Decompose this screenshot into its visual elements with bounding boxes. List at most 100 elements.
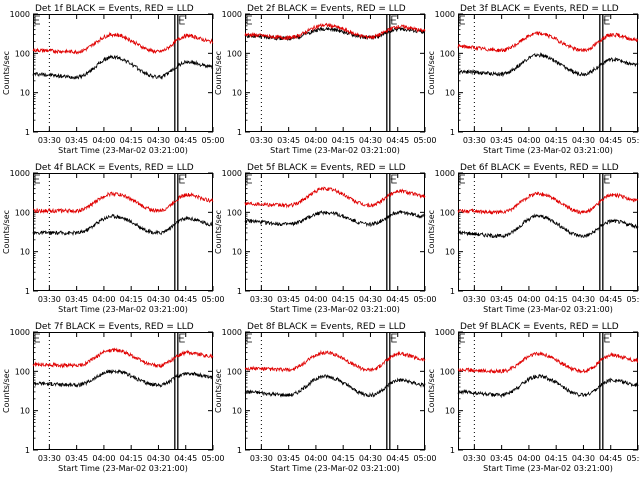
x-tick-label: 04:45 bbox=[386, 136, 409, 145]
plot-frame bbox=[33, 332, 213, 450]
x-tick-label: 04:30 bbox=[147, 295, 170, 304]
x-tick-label: 05:00 bbox=[626, 136, 640, 145]
y-tick-label: 1 bbox=[25, 287, 30, 296]
bracket-mark bbox=[246, 174, 252, 184]
lld-series-line bbox=[32, 31, 214, 55]
panel-plot: Det 7f BLACK = Events, RED = LLD 1 10 100 10… bbox=[2, 322, 225, 473]
x-tick-label: 05:00 bbox=[626, 295, 640, 304]
panel-title: Det 4f BLACK = Events, RED = LLD bbox=[35, 163, 194, 173]
x-tick-label: 04:45 bbox=[174, 136, 197, 145]
lld-series-line bbox=[457, 30, 639, 53]
x-tick-label: 03:30 bbox=[463, 295, 486, 304]
panel-plot: Det 6f BLACK = Events, RED = LLD 1 10 100 10… bbox=[427, 163, 640, 314]
x-axis-label: Start Time (23-Mar-02 03:21:00) bbox=[483, 464, 613, 473]
x-tick-label: 04:00 bbox=[517, 295, 540, 304]
detector-panel-2: Det 2f BLACK = Events, RED = LLD 1 10 100 10… bbox=[214, 4, 437, 155]
x-tick-label: 03:30 bbox=[250, 295, 273, 304]
x-tick-label: 03:45 bbox=[490, 454, 513, 463]
x-tick-label: 04:00 bbox=[92, 295, 115, 304]
y-tick-label: 10 bbox=[20, 407, 30, 416]
panel-title: Det 9f BLACK = Events, RED = LLD bbox=[460, 322, 619, 332]
lld-series-line bbox=[244, 349, 426, 373]
x-axis-label: Start Time (23-Mar-02 03:21:00) bbox=[270, 146, 400, 155]
x-tick-label: 04:00 bbox=[92, 454, 115, 463]
y-tick-label: 10 bbox=[445, 248, 455, 257]
detector-panel-4: Det 4f BLACK = Events, RED = LLD 1 10 100 10… bbox=[2, 163, 225, 314]
y-tick-label: 10 bbox=[232, 248, 242, 257]
y-tick-label: 1 bbox=[450, 128, 455, 137]
x-tick-label: 03:45 bbox=[65, 136, 88, 145]
detector-panel-5: Det 5f BLACK = Events, RED = LLD 1 10 100 10… bbox=[214, 163, 437, 314]
x-tick-label: 04:15 bbox=[545, 136, 568, 145]
events-series-line bbox=[33, 369, 213, 388]
detector-panel-6: Det 6f BLACK = Events, RED = LLD 1 10 100 10… bbox=[427, 163, 640, 314]
x-tick-label: 03:30 bbox=[250, 454, 273, 463]
x-tick-label: 04:45 bbox=[599, 454, 622, 463]
y-tick-label: 100 bbox=[440, 49, 455, 58]
x-tick-label: 04:30 bbox=[359, 136, 382, 145]
bracket-mark bbox=[178, 333, 185, 343]
y-tick-label: 100 bbox=[227, 367, 242, 376]
events-series-line bbox=[457, 52, 639, 78]
events-series-line bbox=[244, 209, 426, 228]
lld-series-line bbox=[244, 22, 426, 41]
x-axis-label: Start Time (23-Mar-02 03:21:00) bbox=[58, 305, 188, 314]
x-tick-label: 03:30 bbox=[463, 136, 486, 145]
plot-frame bbox=[458, 332, 638, 450]
y-tick-label: 1000 bbox=[222, 328, 242, 337]
x-tick-label: 03:45 bbox=[277, 295, 300, 304]
x-tick-label: 05:00 bbox=[201, 136, 224, 145]
panel-plot: Det 1f BLACK = Events, RED = LLD 1 10 100 10… bbox=[2, 4, 225, 155]
x-tick-label: 04:15 bbox=[332, 136, 355, 145]
x-tick-label: 05:00 bbox=[413, 136, 436, 145]
x-axis-label: Start Time (23-Mar-02 03:21:00) bbox=[483, 146, 613, 155]
x-tick-label: 04:15 bbox=[120, 454, 143, 463]
y-tick-label: 1 bbox=[450, 446, 455, 455]
x-tick-label: 03:45 bbox=[65, 295, 88, 304]
plot-frame bbox=[33, 14, 213, 132]
y-axis-label: Counts/sec bbox=[427, 51, 436, 95]
lld-series-line bbox=[244, 186, 426, 209]
plot-frame bbox=[33, 173, 213, 291]
x-tick-label: 03:30 bbox=[250, 136, 273, 145]
detector-panel-1: Det 1f BLACK = Events, RED = LLD 1 10 100 10… bbox=[2, 4, 225, 155]
x-tick-label: 04:15 bbox=[332, 454, 355, 463]
lld-series-line bbox=[32, 347, 214, 369]
x-axis-label: Start Time (23-Mar-02 03:21:00) bbox=[483, 305, 613, 314]
plot-frame bbox=[245, 173, 425, 291]
x-tick-label: 04:45 bbox=[599, 136, 622, 145]
x-tick-label: 04:15 bbox=[545, 295, 568, 304]
x-tick-label: 04:45 bbox=[386, 295, 409, 304]
plot-frame bbox=[245, 14, 425, 132]
x-tick-label: 05:00 bbox=[626, 454, 640, 463]
y-axis-label: Counts/sec bbox=[2, 369, 11, 413]
x-tick-label: 04:45 bbox=[174, 454, 197, 463]
y-axis-label: Counts/sec bbox=[214, 51, 223, 95]
panel-plot: Det 2f BLACK = Events, RED = LLD 1 10 100 10… bbox=[214, 4, 437, 155]
panel-title: Det 8f BLACK = Events, RED = LLD bbox=[247, 322, 406, 332]
bracket-mark bbox=[459, 15, 465, 25]
x-tick-label: 03:45 bbox=[490, 136, 513, 145]
y-tick-label: 1 bbox=[25, 446, 30, 455]
panel-plot: Det 4f BLACK = Events, RED = LLD 1 10 100 10… bbox=[2, 163, 225, 314]
x-tick-label: 04:30 bbox=[359, 454, 382, 463]
y-tick-label: 1000 bbox=[435, 10, 455, 19]
lld-series-line bbox=[457, 191, 639, 215]
bracket-mark bbox=[603, 333, 610, 343]
y-tick-label: 1 bbox=[25, 128, 30, 137]
x-tick-label: 05:00 bbox=[413, 295, 436, 304]
y-tick-label: 100 bbox=[440, 367, 455, 376]
panel-title: Det 7f BLACK = Events, RED = LLD bbox=[35, 322, 194, 332]
y-tick-label: 10 bbox=[445, 89, 455, 98]
bracket-mark bbox=[34, 333, 40, 343]
y-axis-label: Counts/sec bbox=[427, 369, 436, 413]
x-tick-label: 03:30 bbox=[38, 454, 61, 463]
y-tick-label: 1000 bbox=[222, 169, 242, 178]
y-axis-label: Counts/sec bbox=[427, 210, 436, 254]
x-tick-label: 04:45 bbox=[174, 295, 197, 304]
x-tick-label: 04:30 bbox=[572, 295, 595, 304]
x-tick-label: 04:30 bbox=[572, 136, 595, 145]
bracket-mark bbox=[603, 174, 610, 184]
x-tick-label: 03:45 bbox=[65, 454, 88, 463]
